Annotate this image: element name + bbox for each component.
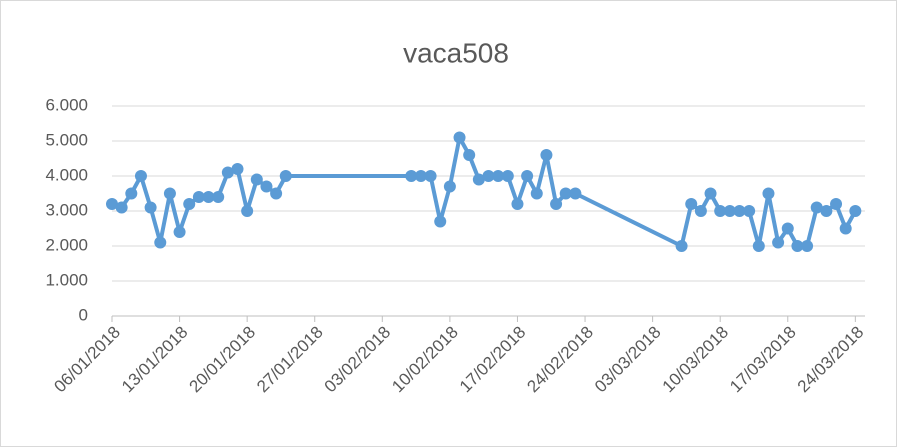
data-point	[810, 201, 823, 214]
data-point	[463, 149, 476, 161]
data-point	[250, 173, 263, 186]
data-point	[154, 236, 167, 249]
data-point	[743, 205, 756, 217]
data-point	[472, 173, 485, 186]
data-point	[501, 170, 514, 182]
data-point	[125, 187, 138, 200]
y-tick-label: 5.000	[45, 130, 88, 149]
data-point	[173, 226, 186, 238]
data-point	[714, 205, 727, 217]
data-point	[115, 201, 128, 214]
y-tick-label: 6.000	[45, 95, 88, 114]
data-point	[559, 187, 572, 200]
y-tick-label: 4.000	[45, 165, 88, 184]
data-point	[260, 180, 273, 193]
data-point	[675, 240, 688, 252]
data-point	[511, 198, 524, 210]
data-point	[202, 191, 215, 203]
data-point	[453, 131, 466, 144]
data-point	[443, 180, 456, 193]
data-point	[569, 187, 582, 200]
data-point	[723, 205, 736, 217]
data-point	[279, 170, 292, 182]
data-point	[694, 205, 707, 217]
y-tick-label: 2.000	[45, 235, 88, 254]
data-point	[685, 198, 698, 210]
data-point	[752, 240, 765, 252]
data-point	[144, 201, 157, 214]
data-point	[212, 191, 225, 203]
data-point	[801, 240, 814, 252]
data-point	[163, 187, 176, 200]
data-point	[424, 170, 437, 182]
data-point	[540, 149, 553, 161]
y-tick-label: 0	[79, 305, 88, 324]
data-point	[849, 205, 862, 217]
data-point	[791, 240, 804, 252]
data-point	[183, 198, 196, 210]
data-point	[270, 187, 283, 200]
data-point	[492, 170, 505, 182]
data-point	[221, 166, 234, 179]
data-point	[241, 205, 254, 217]
data-point	[106, 198, 118, 210]
data-point	[820, 205, 833, 217]
data-point	[134, 170, 147, 182]
data-point	[704, 187, 717, 200]
data-point	[434, 215, 447, 228]
data-point	[530, 187, 543, 200]
data-point	[733, 205, 746, 217]
data-point	[550, 198, 563, 210]
data-point	[482, 170, 495, 182]
data-point	[772, 236, 785, 249]
data-point	[781, 222, 794, 235]
data-point	[231, 163, 244, 175]
data-point	[414, 170, 427, 182]
data-point	[521, 170, 534, 182]
y-tick-label: 1.000	[45, 270, 88, 289]
data-point	[192, 191, 205, 203]
y-tick-label: 3.000	[45, 200, 88, 219]
data-point	[830, 198, 843, 210]
chart-title: vaca508	[403, 37, 509, 68]
data-point	[762, 187, 775, 200]
data-point	[839, 222, 852, 235]
data-point	[405, 170, 418, 182]
